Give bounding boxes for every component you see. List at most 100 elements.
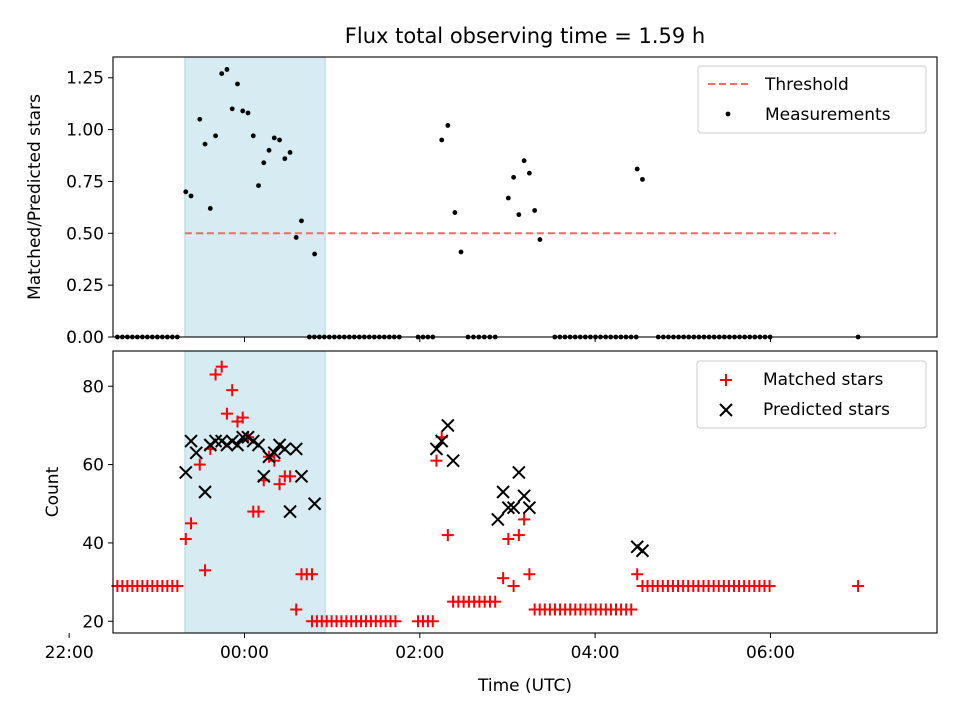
legend-matched-swatch <box>720 374 732 386</box>
matched-star-point <box>305 568 318 581</box>
matched-star-point <box>763 580 776 592</box>
matched-star-point <box>625 603 638 616</box>
measurement-point <box>188 193 194 199</box>
legend-predicted-swatch <box>719 403 733 417</box>
measurement-point <box>293 235 299 240</box>
measurement-point <box>516 212 522 218</box>
matched-star-point <box>226 384 239 397</box>
measurement-point <box>235 81 240 87</box>
predicted-star-point <box>208 434 223 448</box>
measurement-point <box>526 170 532 176</box>
matched-star-point <box>518 513 531 526</box>
predicted-star-point <box>230 438 245 452</box>
predicted-star-point <box>506 500 521 515</box>
measurement-point <box>277 137 282 143</box>
predicted-star-point <box>257 469 271 484</box>
measurement-point <box>256 183 261 188</box>
measurement-point <box>452 210 458 215</box>
measurement-point <box>521 158 527 164</box>
matched-star-point <box>441 529 454 542</box>
y-tick-label: 0.25 <box>66 276 104 296</box>
measurement-point <box>229 106 235 112</box>
matched-star-point <box>502 533 515 545</box>
matched-star-point <box>512 529 525 542</box>
top-panel: 0.00 0.25 0.50 0.75 1.00 1.25 Matched/Predict… <box>25 56 938 348</box>
measurement-point <box>287 150 293 155</box>
highlight-span <box>184 350 326 634</box>
chart-title: Flux total observing time = 1.59 h <box>345 24 705 48</box>
matched-star-point <box>284 470 297 483</box>
y-tick-label: 1.00 <box>66 121 104 141</box>
measurement-point <box>266 147 272 153</box>
measurement-point <box>532 208 538 213</box>
measurement-point <box>197 116 203 122</box>
predicted-star-point <box>294 469 309 484</box>
top-yticks: 0.00 0.25 0.50 0.75 1.00 1.25 <box>66 69 113 348</box>
y-tick-label: 0.50 <box>66 224 104 244</box>
predicted-star-point <box>307 497 322 511</box>
predicted-star-point <box>441 418 455 433</box>
measurement-point <box>240 108 246 114</box>
matched-star-point <box>179 533 192 545</box>
top-ylabel: Matched/Predicted stars <box>25 94 45 300</box>
top-legend-box <box>697 65 927 134</box>
matched-star-point <box>193 458 206 471</box>
bottom-axes-frame <box>112 350 938 634</box>
predicted-star-point <box>522 500 537 515</box>
matched-star-point <box>252 505 265 518</box>
top-legend: Threshold Measurements <box>697 65 927 134</box>
legend-threshold-label: Threshold <box>764 75 849 95</box>
bottom-legend-box <box>696 360 927 429</box>
matched-star-point <box>507 580 520 592</box>
measurement-point <box>250 133 256 139</box>
matched-star-point <box>209 368 222 381</box>
predicted-star-point <box>251 438 266 452</box>
y-tick-label: 60 <box>82 456 104 476</box>
predicted-star-point <box>236 430 250 444</box>
predicted-star-point <box>179 465 193 480</box>
predicted-star-point <box>491 512 505 527</box>
matched-star-point <box>215 360 228 373</box>
matched-star-point <box>273 478 286 491</box>
predicted-star-point <box>267 446 282 460</box>
measurement-point <box>271 135 277 141</box>
bottom-predicted-layer <box>179 418 650 558</box>
y-tick-label: 40 <box>82 534 104 554</box>
highlight-span <box>184 56 326 338</box>
measurement-point <box>261 160 267 166</box>
bottom-legend: Matched stars Predicted stars <box>696 360 927 429</box>
measurement-point <box>458 249 464 255</box>
top-xticks <box>68 337 771 342</box>
matched-star-point <box>220 407 233 420</box>
measurement-point <box>445 123 451 128</box>
matched-star-point <box>497 572 510 585</box>
bottom-yticks: 20 40 60 80 <box>82 377 113 632</box>
matched-star-point <box>185 517 198 530</box>
legend-measurements-label: Measurements <box>765 105 891 125</box>
matched-star-point <box>389 615 402 628</box>
matched-star-point <box>171 580 184 592</box>
bottom-matched-layer <box>111 360 865 628</box>
x-tick-label: 02:00 <box>395 643 444 663</box>
measurement-point <box>640 176 645 182</box>
x-tick-label: 22:00 <box>45 643 94 663</box>
measurement-point <box>634 166 640 172</box>
predicted-star-point <box>289 442 303 456</box>
measurement-point <box>282 156 288 162</box>
y-tick-label: 80 <box>82 377 104 397</box>
predicted-star-point <box>512 465 526 480</box>
matched-star-point <box>523 568 536 581</box>
measurement-point <box>537 237 543 242</box>
predicted-star-point <box>446 453 460 468</box>
legend-measurements-swatch <box>725 111 731 117</box>
predicted-star-point <box>635 544 650 558</box>
predicted-star-point <box>189 446 203 460</box>
matched-star-point <box>852 580 865 592</box>
predicted-star-point <box>198 485 212 499</box>
measurement-point <box>202 141 208 147</box>
measurement-point <box>505 195 511 201</box>
measurement-point <box>511 174 517 180</box>
